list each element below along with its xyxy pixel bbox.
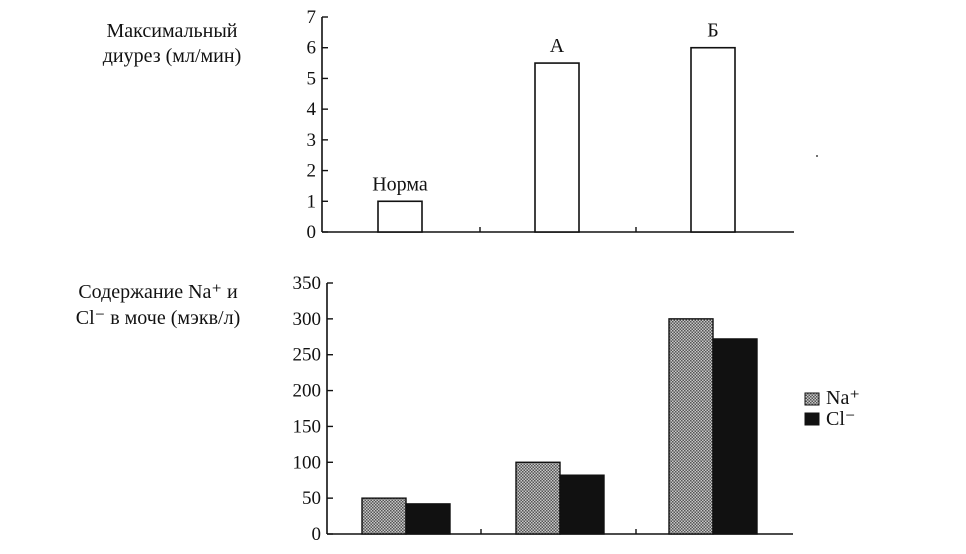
top-chart: Максимальный диурез (мл/мин) 0 1 2 3 4 5 6 7 Но… <box>103 7 794 243</box>
legend-label-cl: Cl⁻ <box>826 408 855 430</box>
bottom-ytick-label: 50 <box>302 488 321 509</box>
legend-swatch-cl <box>804 412 820 426</box>
bottom-ytick-label: 0 <box>312 524 322 545</box>
bar-cl <box>559 474 605 535</box>
top-ytick-label: 0 <box>307 222 317 243</box>
bottom-ytick-label: 300 <box>293 309 322 330</box>
top-bar-label: А <box>550 35 565 57</box>
top-bar-label: Б <box>707 20 718 42</box>
top-ylabel-line-1: Максимальный <box>107 20 238 42</box>
top-ytick-label: 6 <box>307 38 317 59</box>
legend: Na⁺ Cl⁻ <box>804 387 860 430</box>
top-bar-label: Норма <box>372 173 428 195</box>
bottom-ytick-label: 200 <box>293 381 322 402</box>
top-ytick-label: 5 <box>307 68 317 89</box>
top-ytick-label: 2 <box>307 161 317 182</box>
bottom-ytick-label: 100 <box>293 452 322 473</box>
bar-na <box>668 318 714 535</box>
bottom-y-ticks: 0 50 100 150 200 250 300 350 <box>293 273 333 545</box>
bar-cl <box>712 338 758 535</box>
bottom-ytick-label: 150 <box>293 416 322 437</box>
bar-na <box>361 497 407 535</box>
top-y-ticks: 0 1 2 3 4 5 6 7 <box>307 7 328 243</box>
bottom-x-ticks <box>480 529 637 534</box>
top-bars: Норма А Б <box>372 20 736 233</box>
bottom-chart: Содержание Na⁺ и Cl⁻ в моче (мэкв/л) 0 50… <box>76 273 860 545</box>
bottom-ytick-label: 250 <box>293 345 322 366</box>
top-ytick-label: 4 <box>307 99 317 120</box>
bottom-bars <box>361 318 758 535</box>
scan-speck <box>816 155 818 157</box>
top-bar <box>534 62 580 233</box>
top-ylabel-line-2: диурез (мл/мин) <box>103 45 241 67</box>
top-bar <box>377 200 423 233</box>
bottom-ytick-label: 350 <box>293 273 322 294</box>
bottom-ylabel-line-1: Содержание Na⁺ и <box>78 281 238 303</box>
top-x-ticks <box>479 227 637 232</box>
top-bar <box>690 46 736 233</box>
top-ytick-label: 1 <box>307 191 317 212</box>
bottom-ylabel-line-2: Cl⁻ в моче (мэкв/л) <box>76 307 240 329</box>
top-ytick-label: 3 <box>307 130 317 151</box>
legend-swatch-na <box>804 392 820 406</box>
legend-label-na: Na⁺ <box>826 387 860 409</box>
bar-cl <box>405 503 451 535</box>
top-ytick-label: 7 <box>307 7 317 28</box>
bar-na <box>515 461 561 535</box>
